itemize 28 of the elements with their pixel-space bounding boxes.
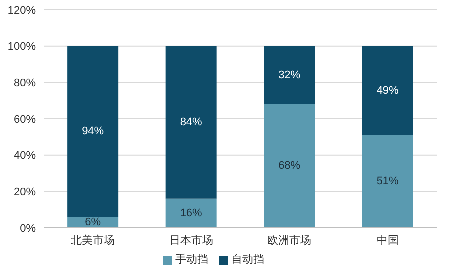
- data-label: 16%: [180, 207, 203, 220]
- x-tick-label: 中国: [376, 234, 399, 247]
- data-label: 94%: [82, 126, 104, 138]
- legend-label: 自动挡: [232, 254, 264, 266]
- bar: [264, 104, 316, 228]
- bar: [264, 46, 316, 104]
- y-tick-label: 60%: [14, 114, 36, 126]
- data-label: 84%: [180, 116, 203, 129]
- x-tick-label: 北美市场: [71, 234, 116, 247]
- data-label: 51%: [376, 176, 400, 188]
- y-tick-label: 120%: [8, 4, 36, 17]
- bar: [362, 135, 414, 228]
- y-tick-label: 100%: [8, 41, 36, 54]
- bar: [68, 46, 119, 218]
- bar: [362, 46, 414, 136]
- y-tick-label: 20%: [14, 186, 36, 199]
- data-label: 68%: [278, 160, 301, 172]
- legend-label: 手动挡: [176, 254, 208, 266]
- data-label: 6%: [85, 216, 102, 229]
- y-tick-label: 80%: [14, 78, 36, 90]
- x-tick-label: 日本市场: [169, 234, 214, 247]
- data-label: 32%: [278, 69, 301, 82]
- bar: [166, 198, 217, 228]
- y-tick-label: 0%: [20, 222, 36, 235]
- y-tick-label: 40%: [14, 150, 36, 162]
- bar: [166, 46, 217, 199]
- data-label: 49%: [376, 84, 400, 97]
- x-tick-label: 欧洲市场: [268, 234, 312, 247]
